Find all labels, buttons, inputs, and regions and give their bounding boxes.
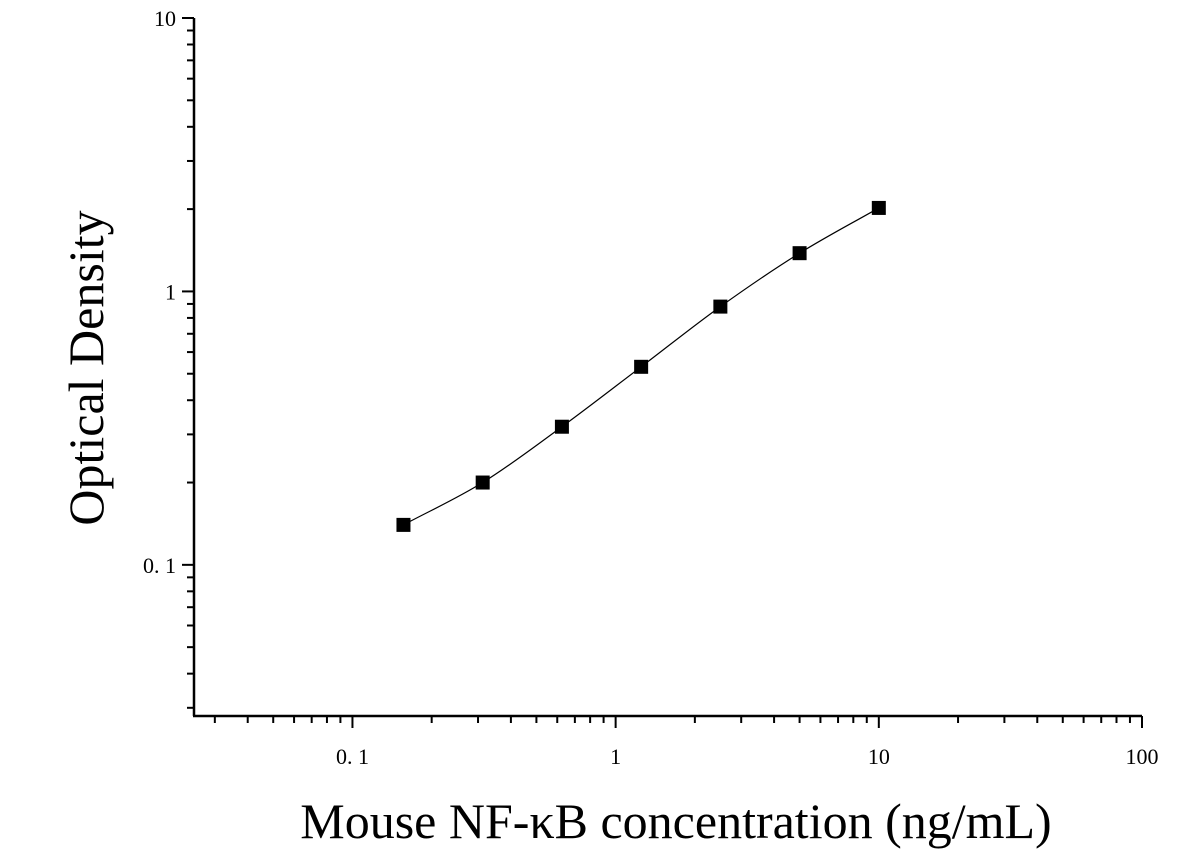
x-tick-label: 0. 1 <box>336 744 369 769</box>
data-point <box>554 419 569 434</box>
data-point <box>713 299 728 314</box>
y-tick-label: 0. 1 <box>143 553 176 578</box>
y-axis-label: Optical Density <box>58 210 114 525</box>
y-tick-label: 10 <box>154 6 176 31</box>
data-point <box>396 517 411 532</box>
x-tick-label: 1 <box>610 744 621 769</box>
data-point <box>871 200 886 215</box>
data-points <box>396 200 886 532</box>
data-point <box>792 246 807 261</box>
x-tick-label: 100 <box>1126 744 1159 769</box>
x-tick-label: 10 <box>868 744 890 769</box>
data-point <box>634 359 649 374</box>
x-axis-label: Mouse NF-κB concentration (ng/mL) <box>300 793 1051 849</box>
y-tick-label: 1 <box>165 279 176 304</box>
data-point <box>475 475 490 490</box>
axes: 0. 1 1 10 100 0. 1 1 10 <box>143 6 1159 769</box>
